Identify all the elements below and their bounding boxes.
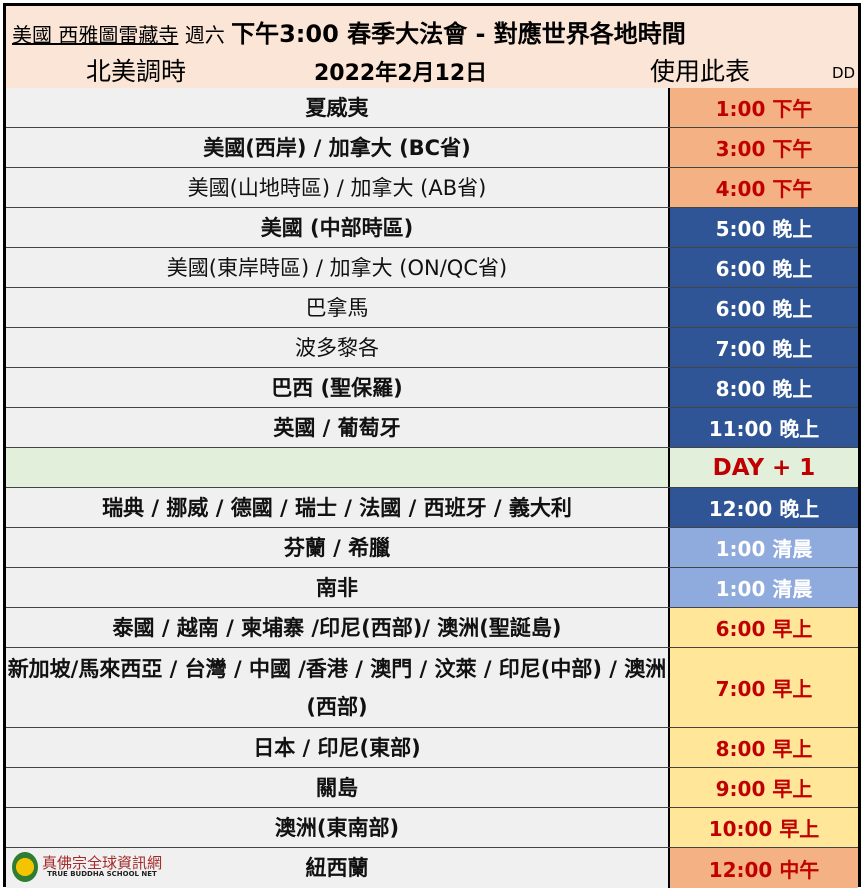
table-row: 泰國 / 越南 / 柬埔寨 /印尼(西部)/ 澳洲(聖誕島) 6:00 早上 [6,608,858,648]
table-row: 巴拿馬 6:00 晚上 [6,288,858,328]
time-cell: 8:00 早上 [670,728,858,767]
location-cell: 澳洲(東南部) [6,808,670,847]
time-cell: 1:00 下午 [670,88,858,127]
time-cell: 4:00 下午 [670,168,858,207]
table-row: 美國(東岸時區) / 加拿大 (ON/QC省) 6:00 晚上 [6,248,858,288]
table-row: 英國 / 葡萄牙 11:00 晚上 [6,408,858,448]
table-row: 日本 / 印尼(東部) 8:00 早上 [6,728,858,768]
location-cell: 美國(東岸時區) / 加拿大 (ON/QC省) [6,248,670,287]
time-cell: 12:00 中午 [670,848,858,888]
time-cell: 6:00 晚上 [670,248,858,287]
time-cell: 1:00 清晨 [670,528,858,567]
time-cell: 7:00 晚上 [670,328,858,367]
location-text: 紐西蘭 [305,856,369,880]
time-cell: 3:00 下午 [670,128,858,167]
logo-name: 真佛宗全球資訊網 [42,854,163,872]
time-cell: 9:00 早上 [670,768,858,807]
time-cell: 6:00 早上 [670,608,858,647]
weekday: 週六 [184,23,225,47]
time-cell: 8:00 晚上 [670,368,858,407]
time-cell: 11:00 晚上 [670,408,858,447]
time-cell: 1:00 清晨 [670,568,858,607]
page-title: 下午3:00 春季大法會 - 對應世界各地時間 [231,20,686,48]
location-cell: 巴西 (聖保羅) [6,368,670,407]
location-cell: 瑞典 / 挪威 / 德國 / 瑞士 / 法國 / 西班牙 / 義大利 [6,488,670,527]
time-cell: 7:00 早上 [670,648,858,727]
table-row: 美國(西岸) / 加拿大 (BC省) 3:00 下午 [6,128,858,168]
corner-code: DD [832,64,856,82]
location-cell: 真佛宗全球資訊網 TRUE BUDDHA SCHOOL NET 紐西蘭 [6,848,670,888]
table-row: 夏威夷 1:00 下午 [6,88,858,128]
location-cell [6,448,670,487]
table-row: 美國(山地時區) / 加拿大 (AB省) 4:00 下午 [6,168,858,208]
location-cell: 波多黎各 [6,328,670,367]
logo-subtitle: TRUE BUDDHA SCHOOL NET [47,870,157,878]
title-line: 美國 西雅圖雷藏寺 週六 下午3:00 春季大法會 - 對應世界各地時間 [12,14,686,49]
left-note: 北美調時 [86,57,187,86]
table-row: 瑞典 / 挪威 / 德國 / 瑞士 / 法國 / 西班牙 / 義大利 12:00 … [6,488,858,528]
location-cell: 美國 (中部時區) [6,208,670,247]
location-cell: 英國 / 葡萄牙 [6,408,670,447]
location-cell: 夏威夷 [6,88,670,127]
table-row: 芬蘭 / 希臘 1:00 清晨 [6,528,858,568]
header: 美國 西雅圖雷藏寺 週六 下午3:00 春季大法會 - 對應世界各地時間 北美調… [6,6,858,91]
time-cell: 5:00 晚上 [670,208,858,247]
time-cell: 10:00 早上 [670,808,858,847]
location-cell: 關島 [6,768,670,807]
location-cell: 芬蘭 / 希臘 [6,528,670,567]
location-cell: 巴拿馬 [6,288,670,327]
right-note: 使用此表 [650,57,751,86]
location-cell: 美國(西岸) / 加拿大 (BC省) [6,128,670,167]
lotus-emblem-icon [12,852,38,882]
time-table: 美國 西雅圖雷藏寺 週六 下午3:00 春季大法會 - 對應世界各地時間 北美調… [3,3,861,888]
location-cell: 泰國 / 越南 / 柬埔寨 /印尼(西部)/ 澳洲(聖誕島) [6,608,670,647]
table-row: 美國 (中部時區) 5:00 晚上 [6,208,858,248]
table-row: 新加坡/馬來西亞 / 台灣 / 中國 /香港 / 澳門 / 汶萊 / 印尼(中部… [6,648,858,728]
table-row: 波多黎各 7:00 晚上 [6,328,858,368]
location-cell: 南非 [6,568,670,607]
location-cell: 美國(山地時區) / 加拿大 (AB省) [6,168,670,207]
table-row: 南非 1:00 清晨 [6,568,858,608]
time-cell: 6:00 晚上 [670,288,858,327]
date: 2022年2月12日 [314,61,488,86]
table-row: 關島 9:00 早上 [6,768,858,808]
location-cell: 日本 / 印尼(東部) [6,728,670,767]
temple-link[interactable]: 美國 西雅圖雷藏寺 [12,23,179,47]
table-row: 澳洲(東南部) 10:00 早上 [6,808,858,848]
true-buddha-logo: 真佛宗全球資訊網 TRUE BUDDHA SCHOOL NET [12,852,162,882]
time-cell: 12:00 晚上 [670,488,858,527]
table-row: DAY + 1 [6,448,858,488]
table-row: 巴西 (聖保羅) 8:00 晚上 [6,368,858,408]
time-cell: DAY + 1 [670,448,858,487]
location-cell: 新加坡/馬來西亞 / 台灣 / 中國 /香港 / 澳門 / 汶萊 / 印尼(中部… [6,648,670,727]
timezone-table: 夏威夷 1:00 下午 美國(西岸) / 加拿大 (BC省) 3:00 下午 美國(山地… [6,88,858,888]
table-row: 真佛宗全球資訊網 TRUE BUDDHA SCHOOL NET 紐西蘭 12:00 中… [6,848,858,888]
